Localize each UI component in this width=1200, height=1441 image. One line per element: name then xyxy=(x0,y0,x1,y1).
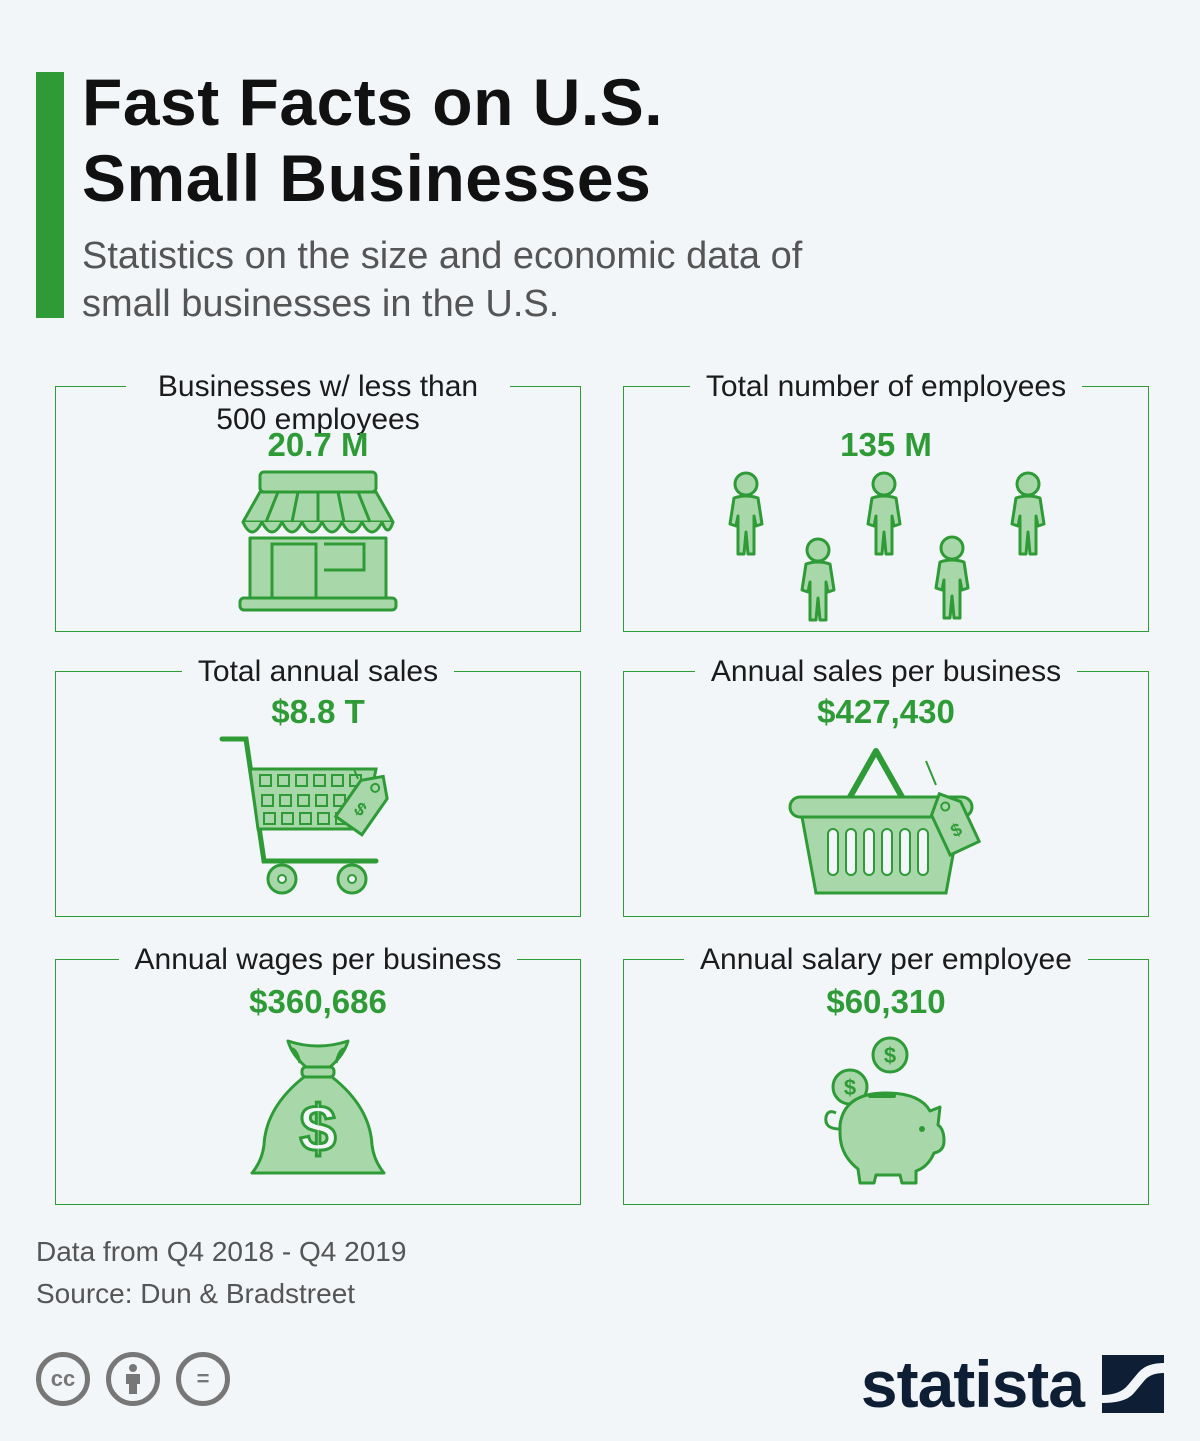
subtitle-line-1: Statistics on the size and economic data… xyxy=(82,235,803,277)
attribution-icon[interactable] xyxy=(106,1352,160,1406)
statista-logo-icon xyxy=(1102,1355,1164,1413)
card-total-sales: Total annual sales $8.8 T $ xyxy=(55,655,581,917)
price-tag-icon: $ xyxy=(929,791,982,857)
license-icons: cc = xyxy=(36,1352,230,1406)
card-value: $8.8 T xyxy=(271,693,365,730)
shopping-cart-icon: $ xyxy=(219,736,389,895)
card-value: $60,310 xyxy=(826,983,946,1020)
source-note: Source: Dun & Bradstreet xyxy=(36,1278,356,1309)
page-subtitle: Statistics on the size and economic data… xyxy=(82,232,902,328)
card-value: 20.7 M xyxy=(267,426,369,463)
page-title: Fast Facts on U.S. Small Businesses xyxy=(82,64,663,216)
card-sales-per-business: Annual sales per business $427,430 $ xyxy=(623,655,1149,917)
data-period-note: Data from Q4 2018 - Q4 2019 xyxy=(36,1236,407,1267)
svg-text:$: $ xyxy=(300,1091,337,1165)
card-value: 135 M xyxy=(840,426,932,463)
title-line-2: Small Businesses xyxy=(82,141,652,215)
title-line-1: Fast Facts on U.S. xyxy=(82,65,664,139)
accent-bar xyxy=(36,72,64,318)
svg-text:$: $ xyxy=(884,1043,896,1068)
card-businesses: Businesses w/ less than 500 employees 20.… xyxy=(55,370,581,632)
card-salary: Annual salary per employee $60,310 $ $ xyxy=(623,943,1149,1205)
card-value: $360,686 xyxy=(249,983,387,1020)
no-derivatives-icon[interactable]: = xyxy=(176,1352,230,1406)
svg-text:$: $ xyxy=(844,1075,856,1100)
card-value: $427,430 xyxy=(817,693,955,730)
storefront-icon xyxy=(238,470,398,612)
brand-logo[interactable]: statista xyxy=(861,1346,1164,1422)
shopping-basket-icon: $ xyxy=(788,748,982,895)
card-wages: Annual wages per business $360,686 $ xyxy=(55,943,581,1205)
subtitle-line-2: small businesses in the U.S. xyxy=(82,283,560,325)
person-glyph-icon xyxy=(126,1364,140,1394)
card-employees: Total number of employees 135 M xyxy=(623,370,1149,632)
people-icon xyxy=(728,471,1046,622)
money-bag-icon: $ xyxy=(250,1039,386,1175)
brand-name: statista xyxy=(860,1347,1085,1421)
piggy-bank-icon: $ $ xyxy=(824,1036,946,1185)
cc-icon[interactable]: cc xyxy=(36,1352,90,1406)
price-tag-icon: $ xyxy=(333,774,389,837)
